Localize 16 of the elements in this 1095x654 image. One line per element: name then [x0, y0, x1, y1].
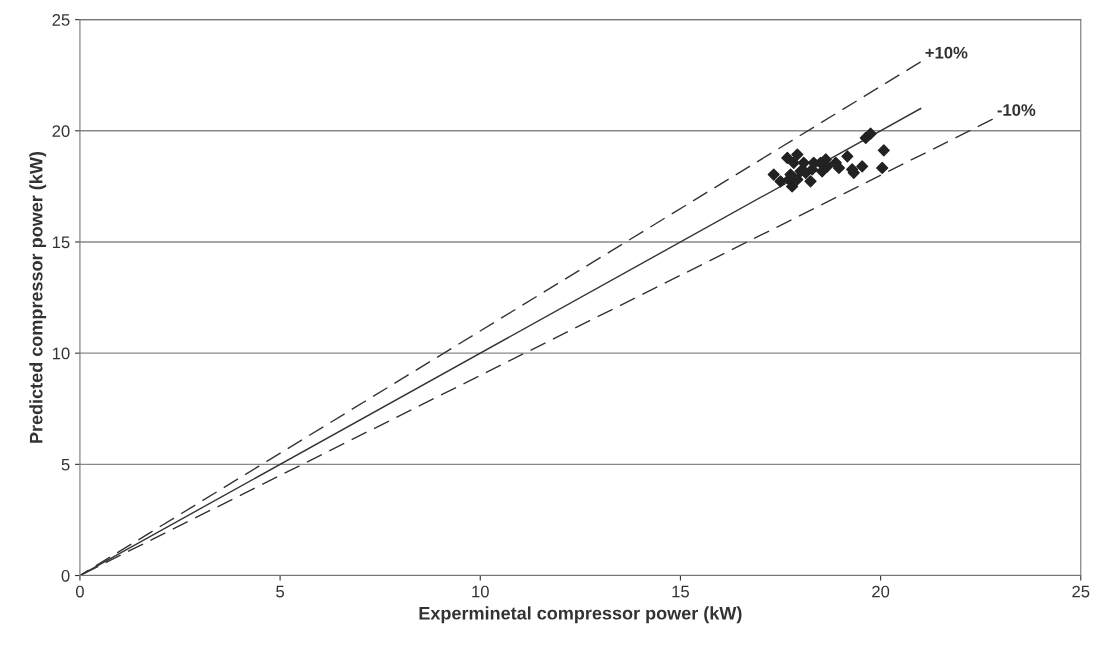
y-axis-title: Predicted compressor power (kW) [29, 151, 47, 443]
y-tick-label: 0 [61, 569, 70, 582]
y-tick-label: 15 [52, 236, 70, 249]
x-axis-title: Experminetal compressor power (kW) [419, 606, 742, 624]
x-tick-label: 15 [672, 585, 689, 598]
x-tick-label: 0 [75, 585, 84, 598]
x-tick-label: 20 [872, 585, 890, 598]
y-tick-label: 25 [52, 14, 70, 26]
y-tick-label: 5 [61, 458, 70, 471]
x-tick-label: 25 [1072, 585, 1090, 598]
x-tick-label: 10 [472, 585, 489, 598]
annotation: -10% [997, 104, 1036, 116]
y-tick-label: 20 [52, 125, 70, 137]
y-tick-label: 10 [52, 347, 70, 360]
x-tick-label: 5 [276, 585, 285, 598]
annotation: +10% [925, 46, 968, 59]
